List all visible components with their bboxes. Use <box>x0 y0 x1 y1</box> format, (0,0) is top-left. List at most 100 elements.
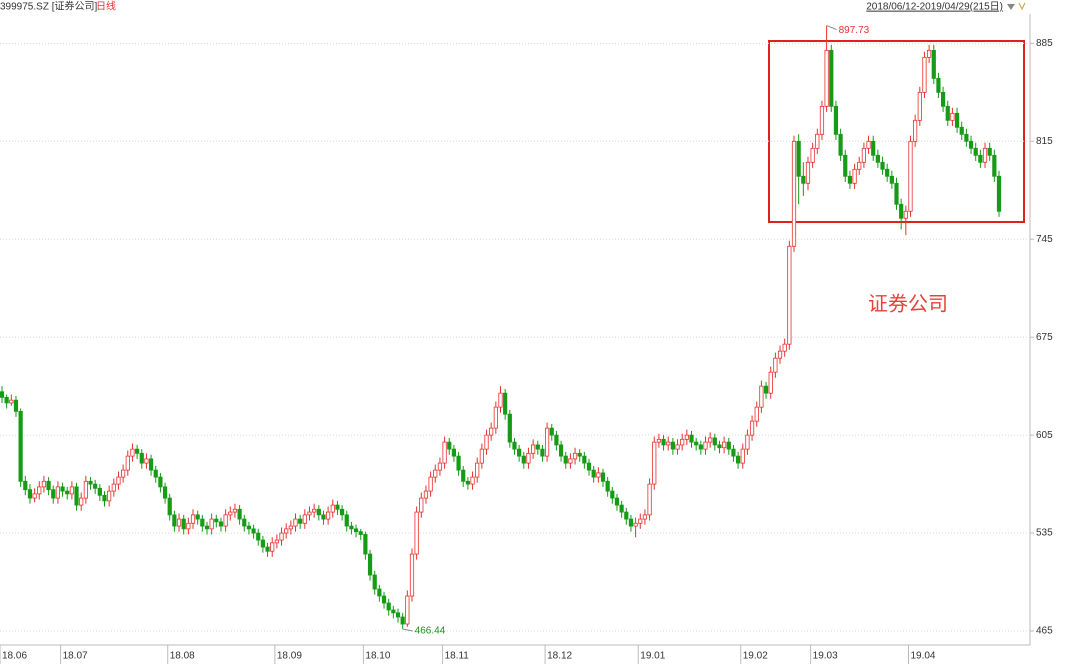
candle-body <box>251 528 256 534</box>
candle-body <box>97 487 102 496</box>
candle-body <box>558 444 564 457</box>
candle-body <box>293 518 298 527</box>
menu-icon[interactable] <box>1018 2 1026 11</box>
candle-body <box>69 486 74 495</box>
candle-body <box>139 452 144 464</box>
candle-body <box>652 441 657 485</box>
candle-body <box>386 602 391 611</box>
candle-body <box>176 518 182 527</box>
candle-body <box>610 490 615 499</box>
candle-body <box>405 595 410 625</box>
candle-body <box>777 350 783 359</box>
candle-body <box>451 448 457 457</box>
candle-body <box>414 511 419 555</box>
candle-body <box>791 140 797 247</box>
candle-body <box>736 455 741 464</box>
candle-body <box>824 49 829 107</box>
candle-body <box>503 392 508 415</box>
candle-body <box>638 518 643 524</box>
candle-body <box>964 133 969 142</box>
candle-body <box>745 434 750 450</box>
candle-body <box>479 448 484 464</box>
candle-body <box>0 391 5 398</box>
candle-body <box>899 203 904 219</box>
candle-body <box>400 616 405 625</box>
candle-body <box>93 483 98 489</box>
candle-body <box>838 133 843 156</box>
candle-body <box>996 175 1002 212</box>
period: 日线 <box>96 0 116 13</box>
candle-body <box>279 532 284 541</box>
candle-body <box>270 542 275 552</box>
candle-body <box>475 462 480 478</box>
candle-body <box>544 427 550 457</box>
candle-body <box>391 609 396 614</box>
date-range[interactable]: 2018/06/12-2019/04/29(215日) <box>866 2 1003 13</box>
y-tick-label: 815 <box>1036 136 1053 147</box>
candle-body <box>843 154 848 177</box>
candle-body <box>656 438 662 443</box>
candle-body <box>554 434 559 446</box>
x-tick-label: 19.02 <box>743 651 768 662</box>
candle-body <box>572 452 578 460</box>
candle-body <box>437 462 443 471</box>
candle-body <box>330 504 335 513</box>
candle-body <box>782 343 787 352</box>
candle-body <box>102 494 107 502</box>
candle-body <box>372 574 377 590</box>
candle-body <box>642 514 648 520</box>
candle-body <box>945 105 950 121</box>
candle-body <box>670 441 675 450</box>
candle-body <box>880 161 885 170</box>
candle-body <box>796 140 801 177</box>
candle-body <box>722 441 727 449</box>
candle-body <box>680 438 685 446</box>
candle-body <box>260 539 265 548</box>
candle-body <box>498 392 503 408</box>
low-label: 466.44 <box>415 626 446 637</box>
candle-body <box>959 126 964 135</box>
annotation: 证券公司 <box>868 292 948 315</box>
candle-body <box>740 448 745 464</box>
candle-body <box>209 518 214 530</box>
x-tick-label: 18.10 <box>365 651 390 662</box>
candle-body <box>218 521 224 527</box>
dropdown-icon[interactable] <box>1007 4 1015 10</box>
candle-body <box>936 77 941 93</box>
candle-body <box>23 480 28 491</box>
candle-body <box>167 497 172 516</box>
candle-body <box>666 441 671 446</box>
candle-body <box>461 469 466 482</box>
candle-body <box>708 437 713 443</box>
candle-body <box>703 441 708 450</box>
candle-body <box>624 511 629 520</box>
candle-body <box>633 522 638 527</box>
candle-body <box>484 434 489 450</box>
x-tick-label: 19.03 <box>813 651 838 662</box>
candle-body <box>18 410 23 482</box>
candle-body <box>968 140 974 149</box>
candle-body <box>223 514 228 527</box>
candle-body <box>367 553 373 576</box>
candle-body <box>288 525 293 530</box>
candle-body <box>130 448 135 457</box>
candle-body <box>37 486 42 495</box>
candle-body <box>531 444 536 454</box>
candle-body <box>447 441 452 450</box>
y-tick-label: 675 <box>1036 332 1053 343</box>
candle-body <box>158 476 163 488</box>
candle-body <box>913 119 918 142</box>
candle-body <box>833 105 839 135</box>
candle-body <box>442 441 447 464</box>
candle-body <box>517 448 522 457</box>
candle-body <box>987 147 992 156</box>
candle-body <box>339 508 345 516</box>
candle-body <box>419 497 424 513</box>
candle-body <box>284 528 289 534</box>
candle-body <box>829 49 834 107</box>
candle-body <box>107 490 112 502</box>
candle-body <box>377 588 382 597</box>
candle-body <box>894 182 899 205</box>
candle-body <box>568 458 573 464</box>
